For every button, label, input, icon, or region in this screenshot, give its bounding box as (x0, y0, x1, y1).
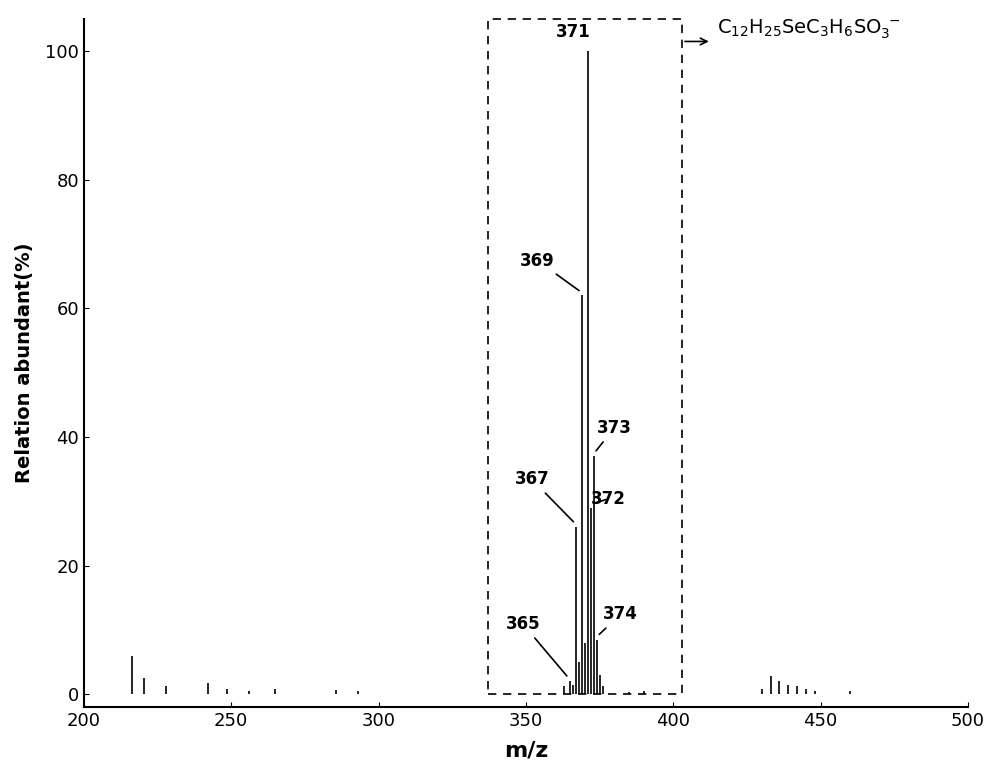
Text: 371: 371 (556, 23, 590, 41)
Text: 373: 373 (596, 419, 632, 451)
Y-axis label: Relation abundant(%): Relation abundant(%) (15, 243, 34, 483)
Text: 369: 369 (520, 251, 579, 291)
Bar (488, 19, 682, 695)
Text: 365: 365 (506, 615, 567, 676)
Text: 367: 367 (514, 470, 573, 521)
X-axis label: m/z: m/z (504, 741, 548, 761)
Text: 374: 374 (599, 605, 638, 634)
Text: 372: 372 (591, 490, 626, 508)
Text: $\mathregular{C_{12}H_{25}SeC_3H_6SO_3^{\ -}}$: $\mathregular{C_{12}H_{25}SeC_3H_6SO_3^{… (717, 18, 901, 41)
